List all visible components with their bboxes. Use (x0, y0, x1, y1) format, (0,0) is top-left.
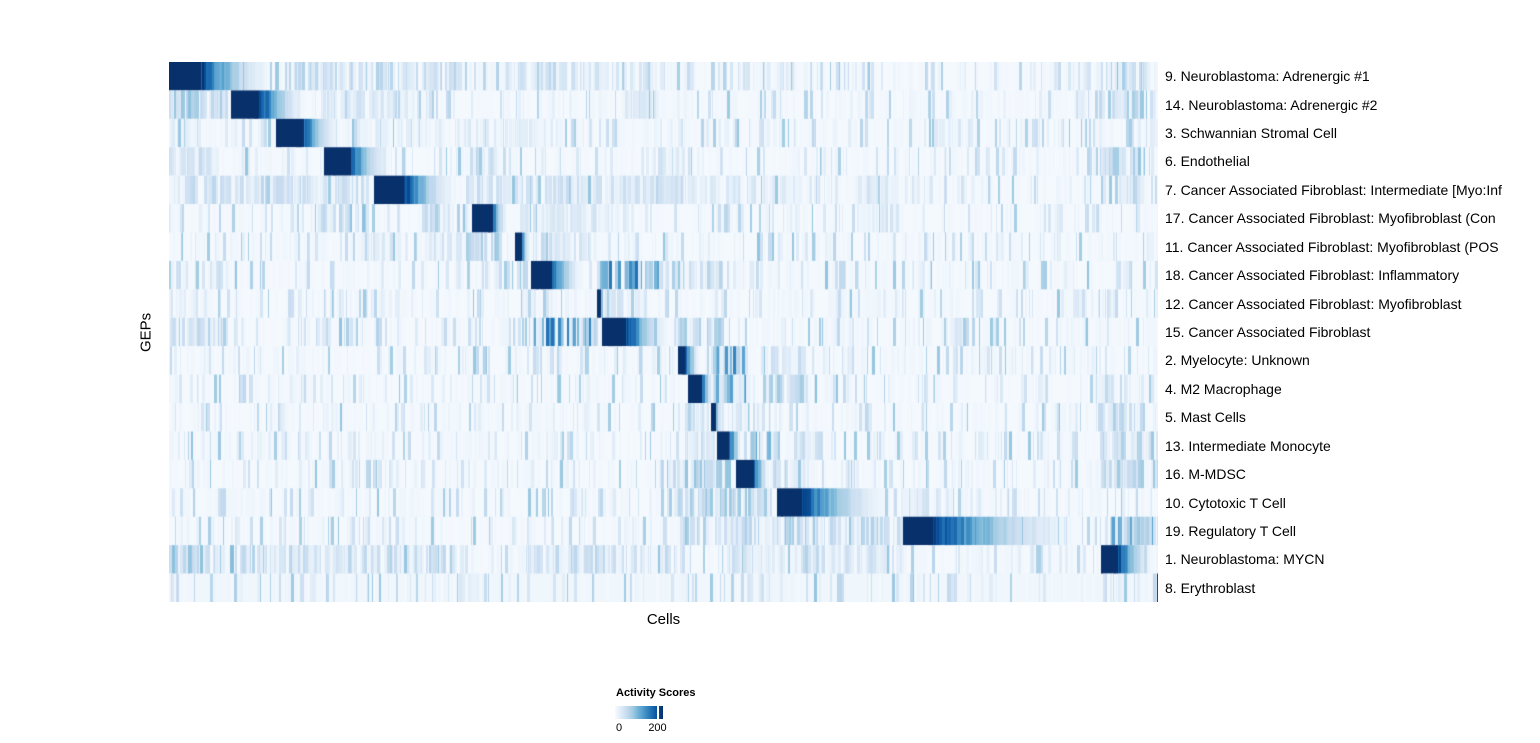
row-label: 1. Neuroblastoma: MYCN (1165, 551, 1325, 568)
colorbar-tick-labels: 0 200 (615, 722, 745, 735)
y-axis-label: GEPs (137, 312, 155, 352)
row-label: 9. Neuroblastoma: Adrenergic #1 (1165, 68, 1370, 85)
row-label: 5. Mast Cells (1165, 409, 1246, 426)
row-label: 11. Cancer Associated Fibroblast: Myofib… (1165, 238, 1499, 255)
colorbar-gradient (615, 706, 663, 719)
row-label: 3. Schwannian Stromal Cell (1165, 125, 1337, 142)
row-label: 18. Cancer Associated Fibroblast: Inflam… (1165, 267, 1460, 284)
row-label: 2. Myelocyte: Unknown (1165, 352, 1310, 369)
row-labels: 9. Neuroblastoma: Adrenergic #1 14. Neuro… (1165, 62, 1540, 602)
row-label: 16. M-MDSC (1165, 466, 1246, 483)
row-label: 10. Cytotoxic T Cell (1165, 494, 1286, 511)
heatmap-canvas (169, 62, 1158, 602)
row-label: 19. Regulatory T Cell (1165, 522, 1296, 539)
row-label: 6. Endothelial (1165, 153, 1250, 170)
colorbar-tick-200 (657, 706, 659, 719)
row-label: 12. Cancer Associated Fibroblast: Myofib… (1165, 295, 1462, 312)
row-label: 15. Cancer Associated Fibroblast (1165, 324, 1371, 340)
row-label: 8. Erythroblast (1165, 579, 1256, 596)
legend-title: Activity Scores (616, 687, 696, 699)
row-label: 7. Cancer Associated Fibroblast: Interme… (1165, 181, 1502, 198)
x-axis-label: Cells (646, 611, 681, 628)
row-label: 4. M2 Macrophage (1165, 380, 1282, 397)
row-label: 14. Neuroblastoma: Adrenergic #2 (1165, 96, 1378, 113)
legend-200-label: 200 (648, 722, 667, 734)
legend-min-label: 0 (616, 722, 623, 734)
row-label: 17. Cancer Associated Fibroblast: Myofib… (1165, 210, 1496, 227)
row-label: 13. Intermediate Monocyte (1165, 437, 1331, 454)
colorbar-legend: Activity Scores 0 200 (615, 687, 745, 735)
